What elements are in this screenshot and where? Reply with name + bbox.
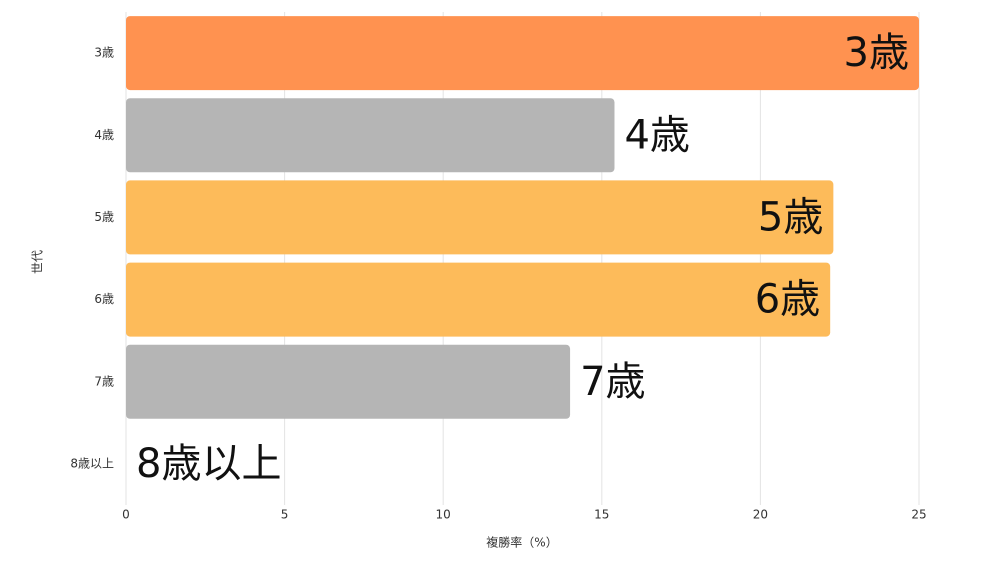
x-axis-title: 複勝率（%） <box>486 535 557 550</box>
data-label: 7歳 <box>580 359 645 405</box>
y-tick-label: 4歳 <box>94 128 114 142</box>
bar <box>126 262 831 337</box>
data-label: 3歳 <box>844 30 909 76</box>
y-axis-title: 世代 <box>31 250 45 274</box>
bar <box>126 16 919 91</box>
x-tick-label: 25 <box>911 508 926 522</box>
y-tick-label: 5歳 <box>94 210 114 224</box>
x-tick-label: 10 <box>436 508 451 522</box>
bar <box>126 344 571 419</box>
data-label: 8歳以上 <box>136 441 281 487</box>
data-label: 5歳 <box>758 194 823 240</box>
y-tick-label: 8歳以上 <box>70 456 114 470</box>
x-tick-label: 0 <box>122 508 130 522</box>
y-tick-label: 3歳 <box>94 46 114 60</box>
y-tick-label: 7歳 <box>94 374 114 388</box>
data-label: 4歳 <box>624 112 689 158</box>
data-label: 6歳 <box>755 277 820 323</box>
x-tick-label: 20 <box>753 508 768 522</box>
x-tick-label: 5 <box>281 508 289 522</box>
x-tick-label: 15 <box>594 508 609 522</box>
bar <box>126 180 834 255</box>
y-tick-label: 6歳 <box>94 292 114 306</box>
bar <box>126 98 615 173</box>
